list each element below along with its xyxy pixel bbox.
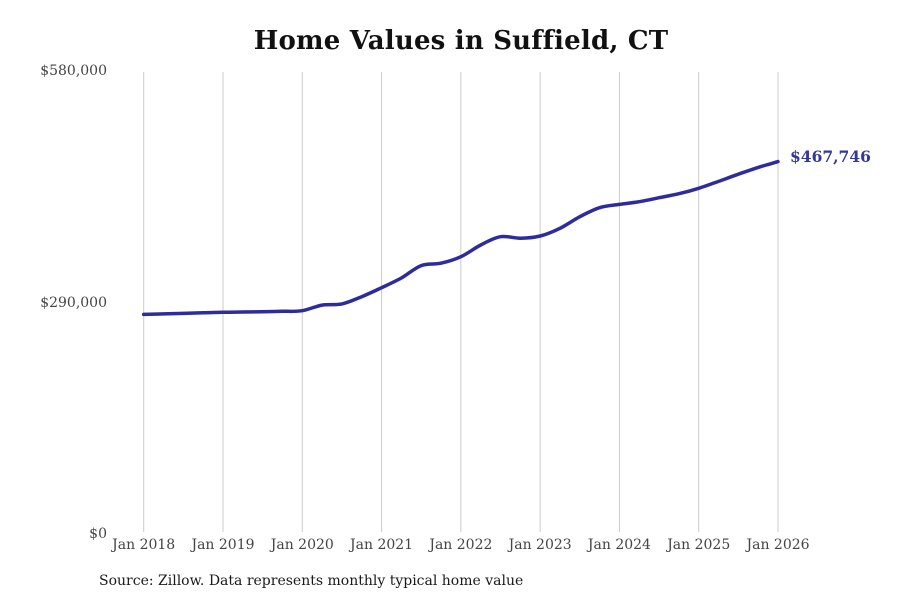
x-tick-label: Jan 2019 bbox=[191, 537, 255, 553]
y-tick-label: $0 bbox=[89, 526, 107, 542]
home-value-line-series bbox=[141, 159, 780, 317]
x-tick-label: Jan 2025 bbox=[667, 537, 731, 553]
chart-title: Home Values in Suffield, CT bbox=[253, 26, 669, 56]
x-tick-label: Jan 2021 bbox=[350, 537, 414, 553]
x-tick-label: Jan 2024 bbox=[587, 537, 651, 553]
y-tick-label: $290,000 bbox=[40, 294, 107, 311]
x-tick-label: Jan 2022 bbox=[429, 537, 493, 553]
source-note: Source: Zillow. Data represents monthly … bbox=[99, 573, 524, 589]
x-tick-label: Jan 2018 bbox=[112, 537, 176, 553]
x-tick-label: Jan 2023 bbox=[508, 537, 572, 553]
x-tick-label: Jan 2020 bbox=[270, 537, 334, 553]
x-tick-label: Jan 2026 bbox=[746, 537, 810, 553]
y-tick-label: $580,000 bbox=[40, 63, 107, 79]
latest-value-label: $467,746 bbox=[790, 147, 871, 166]
